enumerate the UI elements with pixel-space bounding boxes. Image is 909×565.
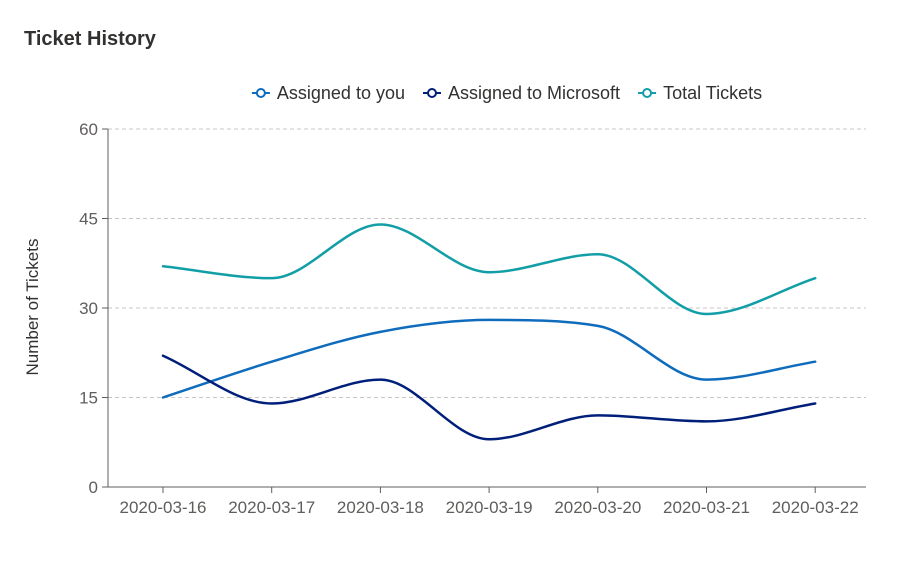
series-line-1[interactable] bbox=[161, 318, 817, 399]
series-lines bbox=[161, 223, 817, 441]
y-tick-label: 60 bbox=[79, 120, 98, 139]
chart-title: Ticket History bbox=[24, 28, 156, 50]
y-tick-label: 30 bbox=[79, 299, 98, 318]
x-tick-label: 2020-03-18 bbox=[337, 498, 424, 517]
series-line-2[interactable] bbox=[161, 354, 817, 441]
x-tick-label: 2020-03-20 bbox=[554, 498, 641, 517]
grid-lines bbox=[108, 128, 866, 398]
axes: 0 15 30 45 60 2020-03-16 2020-03-17 2020-03-18 2… bbox=[79, 120, 866, 517]
series-line-3[interactable] bbox=[161, 223, 817, 316]
legend[interactable]: Assigned to you Assigned to Microsoft Tota… bbox=[251, 83, 762, 103]
legend-label: Assigned to you bbox=[277, 83, 405, 103]
x-tick-label: 2020-03-17 bbox=[228, 498, 315, 517]
legend-circle-marker bbox=[255, 88, 266, 98]
legend-circle-marker bbox=[642, 88, 653, 98]
x-tick-label: 2020-03-22 bbox=[772, 498, 859, 517]
x-tick-label: 2020-03-16 bbox=[120, 498, 207, 517]
x-tick-label: 2020-03-21 bbox=[663, 498, 750, 517]
y-tick-label: 45 bbox=[79, 210, 98, 229]
legend-item[interactable]: Total Tickets bbox=[638, 83, 762, 103]
y-tick-label: 0 bbox=[89, 478, 98, 497]
x-tick-label: 2020-03-19 bbox=[446, 498, 533, 517]
legend-circle-marker bbox=[426, 88, 437, 98]
legend-item[interactable]: Assigned to Microsoft bbox=[422, 83, 620, 103]
y-axis-label: Number of Tickets bbox=[23, 239, 42, 376]
legend-item[interactable]: Assigned to you bbox=[251, 83, 405, 103]
legend-label: Assigned to Microsoft bbox=[448, 83, 620, 103]
legend-label: Total Tickets bbox=[663, 83, 762, 103]
y-tick-label: 15 bbox=[79, 389, 98, 408]
